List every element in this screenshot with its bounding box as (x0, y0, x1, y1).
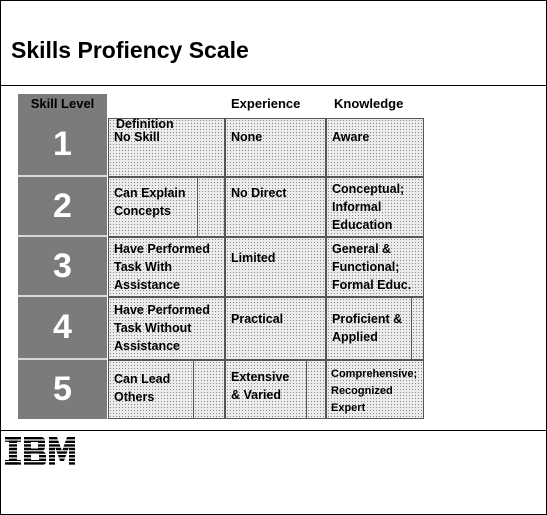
definition-text: Have Performed Task With Assistance (114, 242, 210, 293)
definition-text: Can Explain Concepts (114, 186, 186, 219)
level-2: 2 (18, 177, 107, 237)
definition-cell-filler (194, 360, 225, 419)
experience-cell: Extensive & Varied (225, 360, 307, 419)
level-1: 1 (18, 113, 107, 177)
definition-cell: No Skill (108, 118, 225, 177)
experience-text: No Direct (231, 186, 287, 200)
knowledge-cell: Comprehensive; Recognized Expert (326, 360, 424, 419)
knowledge-text: General & Functional; Formal Educ. (332, 242, 412, 293)
title-divider (1, 85, 546, 86)
definition-text: Can Lead Others (114, 372, 171, 405)
definition-cell: Can Lead Others (108, 360, 194, 419)
knowledge-text: Conceptual; Informal Education (332, 182, 405, 233)
definition-cell-filler (198, 177, 225, 237)
knowledge-text: Aware (332, 130, 370, 144)
knowledge-cell: Aware (326, 118, 424, 177)
definition-cell: Have Performed Task With Assistance (108, 237, 225, 297)
experience-cell: No Direct (225, 177, 326, 237)
ibm-logo: IBM (5, 437, 75, 465)
experience-text: Practical (231, 312, 284, 326)
level-3: 3 (18, 237, 107, 297)
experience-cell: None (225, 118, 326, 177)
experience-cell: Limited (225, 237, 326, 297)
header-definition: Definition (116, 117, 174, 131)
knowledge-text: Proficient & Applied (332, 312, 403, 345)
experience-text: Extensive & Varied (231, 370, 290, 403)
knowledge-cell: Conceptual; Informal Education (326, 177, 424, 237)
footer-divider (1, 430, 546, 431)
header-experience: Experience (231, 96, 301, 111)
knowledge-cell: General & Functional; Formal Educ. (326, 237, 424, 297)
knowledge-text: Comprehensive; Recognized Expert (331, 368, 418, 415)
header-skill-level: Skill Level (18, 94, 107, 113)
experience-cell-filler (307, 360, 326, 419)
header-knowledge: Knowledge (334, 96, 404, 111)
knowledge-cell-filler (412, 297, 424, 360)
experience-text: None (231, 130, 263, 144)
experience-cell: Practical (225, 297, 326, 360)
definition-text: No Skill (114, 130, 160, 144)
level-5: 5 (18, 360, 107, 419)
experience-text: Limited (231, 251, 276, 265)
definition-text: Have Performed Task Without Assistance (114, 303, 210, 354)
definition-cell: Can Explain Concepts (108, 177, 198, 237)
knowledge-cell: Proficient & Applied (326, 297, 412, 360)
level-4: 4 (18, 297, 107, 360)
slide-title: Skills Profiency Scale (11, 37, 249, 63)
definition-cell: Have Performed Task Without Assistance (108, 297, 225, 360)
